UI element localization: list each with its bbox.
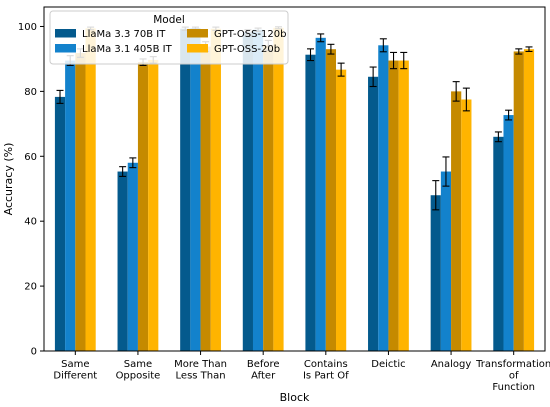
bar-series-0-cat-5 [368,76,379,351]
y-tick-label-3: 60 [24,152,37,163]
bar-series-3-cat-0 [85,28,96,352]
x-tick-label-7-line-2: Function [492,382,535,393]
error-bar-series-3-cat-4 [337,62,345,77]
bar-series-1-cat-7 [503,115,514,351]
x-tick-label-3-line-0: Before [247,359,280,370]
error-bar-series-2-cat-5 [390,51,398,70]
error-bar-series-3-cat-6 [462,87,470,112]
bar-series-1-cat-3 [252,29,264,352]
x-tick-label-4-line-1: Is Part Of [303,371,349,382]
legend-box [49,10,289,65]
bar-series-0-cat-6 [430,195,441,351]
error-bar-series-2-cat-7 [515,48,523,55]
error-bar-series-0-cat-4 [307,48,315,62]
legend-item-1: LlaMa 3.1 405B IT [55,44,173,55]
error-bar-series-0-cat-6 [432,180,440,211]
error-bar-series-0-cat-1 [119,166,127,177]
y-axis: 0 20 40 60 80 100 [18,22,44,358]
x-tick-label-7-line-0: Transformation [475,359,550,370]
y-axis-label: Accuracy (%) [2,143,15,216]
error-bar-series-3-cat-7 [525,46,533,53]
x-tick-label-3-line-1: After [251,371,276,382]
legend-label-3: GPT-OSS-20b [214,44,280,55]
y-tick-label-1: 20 [24,282,37,293]
bar-series-3-cat-1 [148,59,159,352]
bar-series-0-cat-1 [117,171,128,351]
bar-series-0-cat-7 [493,136,504,351]
legend-swatch-0 [55,29,76,38]
error-bar-series-1-cat-7 [505,109,513,121]
bar-series-0-cat-0 [54,96,66,351]
x-tick-label-0-line-1: Different [53,371,97,382]
bar-series-3-cat-6 [461,99,472,351]
legend-label-1: LlaMa 3.1 405B IT [82,44,173,55]
bar-series-0-cat-2 [180,28,191,351]
y-tick-label-5: 100 [18,22,37,33]
error-bar-series-2-cat-6 [452,81,460,102]
bar-series-2-cat-3 [263,45,274,351]
error-bar-series-0-cat-0 [56,89,64,104]
bar-series-0-cat-4 [305,54,316,352]
x-tick-label-2-line-1: Less Than [176,371,226,382]
bar-series-2-cat-0 [75,53,86,352]
bar-series-2-cat-1 [137,62,149,352]
x-tick-label-7-line-1: of [509,371,519,382]
x-tick-label-5-line-0: Deictic [371,359,405,370]
legend: Model LlaMa 3.3 70B IT LlaMa 3.1 405B IT G… [49,10,289,65]
bar-series-1-cat-2 [190,28,201,352]
legend-swatch-1 [55,44,76,53]
legend-item-0: LlaMa 3.3 70B IT [55,29,166,40]
bar-series-2-cat-7 [513,51,524,351]
bar-series-3-cat-2 [210,28,221,351]
bar-series-1-cat-4 [315,37,326,351]
bars-layer [54,27,535,352]
error-bar-series-3-cat-5 [400,51,408,70]
error-bar-series-0-cat-7 [494,131,502,143]
legend-label-0: LlaMa 3.3 70B IT [82,29,166,40]
bar-series-2-cat-2 [200,46,211,351]
bar-series-1-cat-1 [127,162,138,351]
error-bar-series-0-cat-5 [369,66,377,88]
bar-series-1-cat-6 [440,171,452,351]
legend-title: Model [153,14,185,26]
legend-label-2: GPT-OSS-120b [214,29,286,40]
bar-series-3-cat-4 [336,69,347,351]
x-tick-label-0-line-0: Same [61,359,89,370]
y-tick-label-2: 40 [24,217,37,228]
error-bar-series-1-cat-6 [442,156,450,187]
y-tick-label-4: 80 [24,87,37,98]
error-bar-series-1-cat-1 [129,157,137,169]
x-tick-label-6-line-0: Analogy [431,359,472,370]
bar-series-2-cat-6 [451,91,462,352]
error-bar-series-1-cat-5 [379,38,387,53]
legend-item-3: GPT-OSS-20b [187,44,280,55]
bar-series-3-cat-5 [398,60,409,351]
bar-series-2-cat-4 [325,49,337,351]
bar-series-3-cat-7 [523,49,535,351]
legend-swatch-2 [187,29,208,38]
x-tick-label-1-line-1: Opposite [116,371,161,382]
legend-swatch-3 [187,44,208,53]
x-tick-label-2-line-0: More Than [174,359,227,370]
x-tick-label-1-line-0: Same [124,359,152,370]
legend-items: LlaMa 3.3 70B IT LlaMa 3.1 405B IT GPT-OSS… [55,29,286,55]
error-bar-series-1-cat-4 [317,33,325,43]
plot-area-frame [43,6,546,352]
bar-series-2-cat-5 [388,60,399,351]
bar-series-0-cat-3 [242,32,253,352]
y-tick-label-0: 0 [31,347,37,358]
bar-series-3-cat-3 [273,27,284,352]
bar-series-1-cat-5 [378,45,389,351]
x-axis-label: Block [280,391,310,404]
legend-item-2: GPT-OSS-120b [187,29,286,40]
x-tick-label-4-line-0: Contains [304,359,348,370]
error-bar-series-2-cat-4 [327,43,335,55]
bar-series-1-cat-0 [65,60,76,351]
